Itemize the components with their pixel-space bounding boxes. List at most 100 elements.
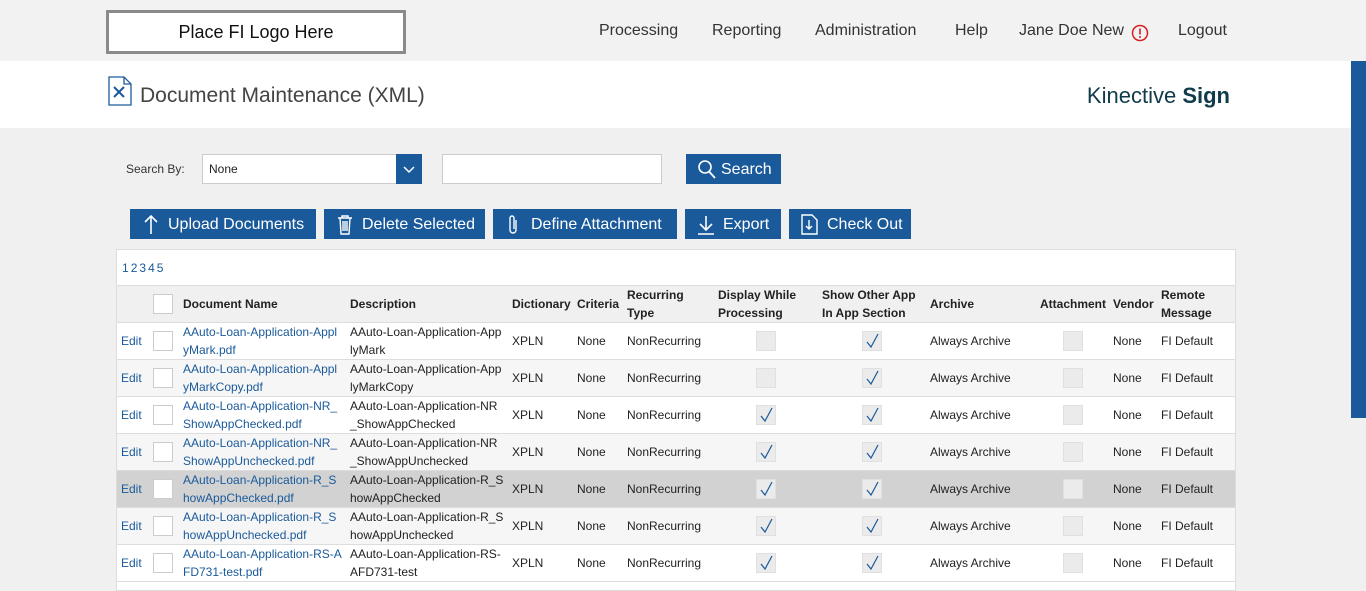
toolbar-button[interactable]: Export	[685, 209, 781, 239]
column-header: Vendor	[1109, 285, 1157, 323]
nav-link[interactable]: Processing	[599, 22, 679, 39]
clip-icon	[509, 215, 517, 234]
nav-link[interactable]: Reporting	[712, 22, 782, 39]
row-checkbox[interactable]	[153, 516, 173, 536]
edit-link[interactable]: Edit	[121, 334, 142, 348]
row-checkbox[interactable]	[153, 368, 173, 388]
vendor: None	[1109, 359, 1157, 397]
column-header: Criteria	[573, 285, 623, 323]
show-cell	[818, 470, 926, 508]
document-name: AAuto-Loan-Application-ApplyMark.pdf	[179, 322, 346, 360]
page-link[interactable]: 1	[122, 261, 129, 275]
logo: Place FI Logo Here	[106, 10, 406, 54]
search-select[interactable]: None	[202, 154, 404, 184]
archive: Always Archive	[926, 359, 1036, 397]
remote-message: FI Default	[1157, 359, 1235, 397]
checkmark	[760, 407, 773, 423]
search-input[interactable]	[442, 154, 662, 184]
attachment-cell	[1036, 433, 1109, 471]
column-header: Attachment	[1036, 285, 1109, 323]
attachment-checkbox	[1062, 516, 1083, 536]
brand-bold: Sign	[1182, 83, 1230, 108]
table-row: Edit AAuto-Loan-Application-R_ShowAppUnch…	[117, 507, 1235, 545]
row-checkbox[interactable]	[153, 553, 173, 573]
checkout-icon	[801, 214, 818, 235]
edit-cell: Edit	[117, 544, 149, 582]
attachment-cell	[1036, 507, 1109, 545]
button-label: Upload Documents	[168, 216, 305, 233]
row-checkbox[interactable]	[153, 442, 173, 462]
edit-link[interactable]: Edit	[121, 445, 142, 459]
show-checkbox	[862, 331, 882, 351]
vendor: None	[1109, 433, 1157, 471]
criteria: None	[573, 396, 623, 434]
header-cell	[149, 285, 179, 323]
display-cell	[714, 470, 818, 508]
alert-icon[interactable]	[1131, 24, 1149, 42]
display-cell	[714, 507, 818, 545]
recurring-type: NonRecurring	[623, 322, 714, 360]
document-name: AAuto-Loan-Application-ApplyMarkCopy.pdf	[179, 359, 346, 397]
nav-link[interactable]: Help	[955, 22, 988, 39]
recurring-type: NonRecurring	[623, 470, 714, 508]
nav-link[interactable]: Jane Doe New	[1019, 22, 1124, 39]
search-label: Search By:	[126, 162, 185, 176]
show-checkbox	[862, 368, 882, 388]
vendor: None	[1109, 544, 1157, 582]
recurring-type: NonRecurring	[623, 396, 714, 434]
select-cell	[149, 507, 179, 545]
select-all-checkbox[interactable]	[153, 294, 173, 314]
edit-link[interactable]: Edit	[121, 482, 142, 496]
toolbar-button[interactable]: Check Out	[789, 209, 911, 239]
page-title: Document Maintenance (XML)	[140, 84, 425, 107]
nav-link[interactable]: Administration	[815, 22, 917, 39]
criteria: None	[573, 470, 623, 508]
edit-link[interactable]: Edit	[121, 371, 142, 385]
header-cell	[117, 285, 149, 323]
row-checkbox[interactable]	[153, 479, 173, 499]
show-cell	[818, 396, 926, 434]
description: AAuto-Loan-Application-RS-AFD731-test	[346, 544, 508, 582]
edit-link[interactable]: Edit	[121, 556, 142, 570]
archive: Always Archive	[926, 507, 1036, 545]
remote-message: FI Default	[1157, 544, 1235, 582]
select-toggle[interactable]	[396, 154, 422, 184]
button-label: Define Attachment	[531, 216, 662, 233]
dictionary: XPLN	[508, 470, 573, 508]
remote-message: FI Default	[1157, 433, 1235, 471]
search-button[interactable]: Search	[686, 154, 781, 184]
edit-link[interactable]: Edit	[121, 519, 142, 533]
archive: Always Archive	[926, 470, 1036, 508]
checkmark	[866, 370, 879, 386]
scrollbar[interactable]	[1351, 61, 1366, 418]
page-link[interactable]: 5	[156, 261, 164, 275]
show-cell	[818, 359, 926, 397]
page-link[interactable]: 2	[130, 261, 138, 275]
page-link[interactable]: 3	[139, 261, 147, 275]
title-bar: Document Maintenance (XML) Kinective Sig…	[0, 61, 1351, 128]
toolbar-button[interactable]: Upload Documents	[130, 209, 316, 239]
display-cell	[714, 359, 818, 397]
row-checkbox[interactable]	[153, 405, 173, 425]
edit-link[interactable]: Edit	[121, 408, 142, 422]
checkmark	[866, 444, 879, 460]
attachment-checkbox	[1062, 479, 1083, 499]
nav-link[interactable]: Logout	[1178, 22, 1227, 39]
attachment-checkbox	[1062, 442, 1083, 462]
dictionary: XPLN	[508, 544, 573, 582]
criteria: None	[573, 322, 623, 360]
column-header: Display While Processing	[714, 285, 818, 323]
toolbar-button[interactable]: Define Attachment	[493, 209, 677, 239]
page-link[interactable]: 4	[148, 261, 155, 275]
show-checkbox	[862, 442, 882, 462]
description: AAuto-Loan-Application-ApplyMark	[346, 322, 508, 360]
display-checkbox	[756, 368, 776, 388]
show-cell	[818, 507, 926, 545]
document-name: AAuto-Loan-Application-NR_ShowAppUncheck…	[179, 433, 346, 471]
description: AAuto-Loan-Application-NR_ShowAppUncheck…	[346, 433, 508, 471]
toolbar-button[interactable]: Delete Selected	[324, 209, 485, 239]
show-checkbox	[862, 516, 882, 536]
description: AAuto-Loan-Application-R_ShowAppChecked	[346, 470, 508, 508]
row-checkbox[interactable]	[153, 331, 173, 351]
